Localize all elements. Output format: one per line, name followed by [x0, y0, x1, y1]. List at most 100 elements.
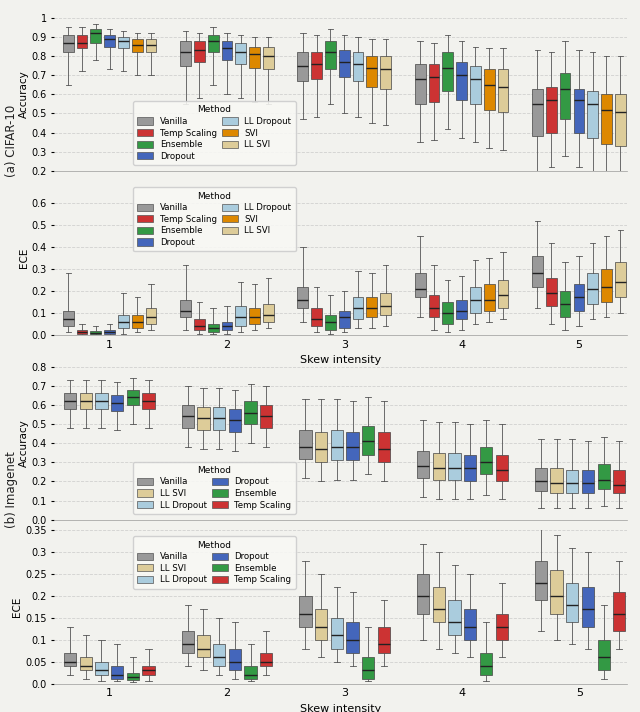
PathPatch shape	[118, 37, 129, 48]
PathPatch shape	[550, 570, 563, 614]
Y-axis label: Accuracy: Accuracy	[19, 70, 29, 118]
PathPatch shape	[495, 614, 508, 640]
PathPatch shape	[77, 330, 88, 333]
PathPatch shape	[90, 331, 101, 334]
PathPatch shape	[470, 66, 481, 104]
PathPatch shape	[417, 451, 429, 478]
PathPatch shape	[143, 394, 155, 409]
Legend: Vanilla, LL SVI, LL Dropout, Dropout, Ensemble, Temp Scaling: Vanilla, LL SVI, LL Dropout, Dropout, En…	[133, 461, 296, 514]
PathPatch shape	[442, 302, 453, 324]
PathPatch shape	[249, 308, 260, 324]
PathPatch shape	[182, 631, 194, 653]
PathPatch shape	[378, 627, 390, 653]
PathPatch shape	[546, 278, 557, 306]
PathPatch shape	[613, 592, 625, 631]
PathPatch shape	[221, 322, 232, 330]
X-axis label: Skew intensity: Skew intensity	[300, 704, 381, 712]
PathPatch shape	[560, 291, 570, 317]
PathPatch shape	[104, 330, 115, 333]
PathPatch shape	[550, 468, 563, 493]
PathPatch shape	[480, 653, 492, 675]
PathPatch shape	[484, 284, 495, 310]
PathPatch shape	[90, 29, 101, 43]
PathPatch shape	[300, 596, 312, 627]
X-axis label: Skew intensity: Skew intensity	[300, 355, 381, 365]
PathPatch shape	[433, 453, 445, 480]
PathPatch shape	[64, 653, 76, 666]
PathPatch shape	[64, 394, 76, 409]
PathPatch shape	[417, 574, 429, 614]
PathPatch shape	[315, 609, 327, 640]
PathPatch shape	[456, 300, 467, 319]
PathPatch shape	[353, 52, 364, 81]
PathPatch shape	[484, 70, 495, 110]
PathPatch shape	[79, 394, 92, 409]
PathPatch shape	[535, 468, 547, 491]
PathPatch shape	[464, 455, 476, 481]
PathPatch shape	[380, 293, 391, 315]
PathPatch shape	[415, 64, 426, 104]
PathPatch shape	[311, 52, 322, 79]
PathPatch shape	[104, 35, 115, 46]
PathPatch shape	[532, 256, 543, 286]
PathPatch shape	[429, 295, 439, 317]
PathPatch shape	[532, 88, 543, 137]
PathPatch shape	[95, 394, 108, 409]
PathPatch shape	[111, 395, 124, 411]
Text: (b) Imagenet: (b) Imagenet	[5, 451, 18, 528]
PathPatch shape	[194, 319, 205, 330]
PathPatch shape	[63, 310, 74, 326]
PathPatch shape	[560, 73, 570, 119]
PathPatch shape	[442, 52, 453, 90]
PathPatch shape	[63, 35, 74, 52]
PathPatch shape	[197, 407, 210, 430]
PathPatch shape	[339, 310, 349, 328]
Legend: Vanilla, LL SVI, LL Dropout, Dropout, Ensemble, Temp Scaling: Vanilla, LL SVI, LL Dropout, Dropout, En…	[133, 536, 296, 589]
PathPatch shape	[325, 315, 336, 330]
PathPatch shape	[127, 673, 139, 680]
PathPatch shape	[613, 470, 625, 493]
PathPatch shape	[236, 43, 246, 64]
PathPatch shape	[194, 41, 205, 62]
PathPatch shape	[228, 649, 241, 671]
PathPatch shape	[79, 657, 92, 671]
PathPatch shape	[456, 62, 467, 100]
PathPatch shape	[573, 284, 584, 310]
PathPatch shape	[367, 56, 377, 87]
Text: (a) CIFAR-10: (a) CIFAR-10	[5, 105, 18, 177]
PathPatch shape	[362, 426, 374, 455]
PathPatch shape	[615, 95, 626, 146]
PathPatch shape	[213, 644, 225, 666]
PathPatch shape	[180, 41, 191, 66]
PathPatch shape	[497, 280, 508, 308]
PathPatch shape	[311, 308, 322, 326]
PathPatch shape	[146, 308, 156, 324]
PathPatch shape	[213, 407, 225, 430]
Y-axis label: ECE: ECE	[19, 248, 29, 268]
PathPatch shape	[95, 661, 108, 675]
PathPatch shape	[346, 622, 358, 653]
PathPatch shape	[143, 666, 155, 675]
Legend: Vanilla, Temp Scaling, Ensemble, Dropout, LL Dropout, SVI, LL SVI: Vanilla, Temp Scaling, Ensemble, Dropout…	[133, 101, 296, 165]
PathPatch shape	[244, 401, 257, 424]
PathPatch shape	[132, 39, 143, 52]
PathPatch shape	[331, 430, 343, 461]
PathPatch shape	[497, 70, 508, 112]
PathPatch shape	[582, 587, 594, 627]
PathPatch shape	[598, 464, 610, 489]
PathPatch shape	[433, 587, 445, 622]
PathPatch shape	[339, 51, 349, 77]
PathPatch shape	[480, 447, 492, 474]
PathPatch shape	[146, 39, 156, 52]
PathPatch shape	[353, 298, 364, 319]
PathPatch shape	[300, 430, 312, 459]
PathPatch shape	[298, 52, 308, 81]
PathPatch shape	[464, 609, 476, 640]
PathPatch shape	[588, 90, 598, 138]
PathPatch shape	[298, 286, 308, 308]
PathPatch shape	[566, 583, 579, 622]
PathPatch shape	[263, 46, 274, 70]
PathPatch shape	[362, 657, 374, 679]
PathPatch shape	[208, 35, 218, 52]
Y-axis label: ECE: ECE	[12, 597, 22, 617]
